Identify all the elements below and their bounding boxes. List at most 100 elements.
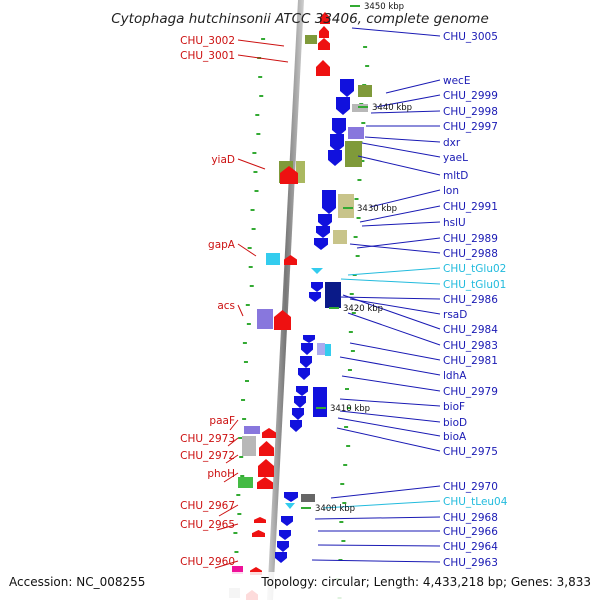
gene-label-reverse: CHU_2975: [443, 446, 498, 458]
forward-gene-arrow: [316, 60, 330, 76]
gene-label-reverse: ldhA: [443, 370, 467, 382]
gene-block: [348, 127, 364, 139]
leader-line: [340, 278, 441, 285]
gene-label-reverse: hslU: [443, 217, 466, 229]
leader-line: [237, 304, 244, 317]
gene-label-forward: CHU_2973: [180, 433, 235, 445]
reverse-gene-arrow: [290, 420, 302, 432]
leader-line: [317, 544, 441, 547]
gene-label-reverse: CHU_2983: [443, 340, 498, 352]
leader-line: [214, 560, 239, 569]
gene-block: [358, 85, 372, 97]
forward-gene-arrow: [258, 459, 274, 477]
tick-mark: [236, 494, 241, 496]
leader-line: [339, 398, 441, 407]
leader-line: [361, 142, 441, 158]
gene-label-forward: paaF: [209, 415, 235, 427]
reverse-gene-arrow: [298, 368, 310, 380]
leader-line: [370, 110, 441, 114]
gene-label-reverse: CHU_2964: [443, 541, 498, 553]
tick-mark: [245, 380, 249, 382]
tick-mark: [361, 122, 366, 124]
kbp-label: 3410 kbp: [330, 404, 370, 414]
forward-gene-arrow: [259, 441, 274, 456]
gene-block: [244, 426, 260, 434]
gene-label-reverse: bioD: [443, 417, 467, 429]
tick-mark: [347, 369, 352, 371]
leader-line: [225, 454, 239, 464]
reverse-gene-arrow: [332, 118, 346, 136]
tick-mark: [238, 437, 243, 439]
tick-mark: [259, 95, 264, 97]
tick-mark: [346, 445, 351, 447]
leader-line: [339, 410, 441, 423]
kbp-label: 3400 kbp: [315, 504, 355, 514]
forward-gene-arrow: [320, 12, 330, 24]
dot-ticks: [231, 38, 370, 599]
leader-line: [216, 523, 239, 531]
gene-block: [325, 282, 341, 308]
gene-label-forward: CHU_2965: [180, 519, 235, 531]
reverse-gene-arrow: [340, 79, 354, 97]
tick-mark: [258, 76, 263, 78]
gene-label-reverse: CHU_2997: [443, 121, 498, 133]
leader-line: [347, 267, 441, 276]
gene-block: [238, 477, 253, 488]
gene-label-reverse: CHU_2988: [443, 248, 498, 260]
trna-triangle: [311, 268, 323, 274]
label-leader-lines: [214, 27, 441, 569]
gene-label-reverse: dxr: [443, 137, 461, 149]
tick-mark: [241, 399, 246, 401]
leader-line: [347, 312, 441, 346]
tick-mark: [248, 266, 253, 268]
reverse-gene-arrow: [314, 238, 328, 250]
forward-gene-arrow: [318, 38, 330, 50]
tick-mark: [341, 540, 346, 542]
leader-line: [364, 136, 441, 143]
tick-mark: [349, 293, 354, 295]
topology-text: Topology: circular; Length: 4,433,218 bp…: [260, 575, 591, 589]
gene-block: [305, 35, 317, 44]
tick-mark: [357, 179, 362, 181]
forward-gene-arrow: [280, 166, 298, 184]
leader-line: [311, 559, 441, 563]
gene-label-reverse: lon: [443, 185, 459, 197]
tick-mark: [239, 456, 244, 458]
tick-mark: [240, 475, 245, 477]
gene-block: [345, 141, 362, 167]
leader-line: [351, 27, 441, 37]
leader-line: [342, 294, 441, 330]
gene-block: [266, 253, 280, 265]
tick-mark: [247, 247, 252, 249]
gene-label-reverse: CHU_2963: [443, 557, 498, 569]
reverse-gene-arrow: [301, 343, 313, 355]
tick-mark: [246, 323, 251, 325]
tick-mark: [353, 236, 358, 238]
accession-text: Accession: NC_008255: [9, 575, 145, 589]
reverse-gene-arrow: [279, 530, 291, 540]
gene-label-reverse: CHU_3005: [443, 31, 498, 43]
gene-labels: CHU_3002 CHU_3001 yiaD gapA acs paaF CHU_2973 C…: [180, 31, 508, 569]
leader-line: [349, 243, 441, 254]
leader-line: [223, 472, 239, 483]
tick-mark: [253, 171, 258, 173]
forward-gene-arrow: [257, 477, 273, 489]
gene-label-reverse: CHU_2986: [443, 294, 498, 306]
leader-line: [237, 39, 285, 47]
tick-mark: [255, 114, 260, 116]
reverse-gene-arrow: [275, 552, 287, 563]
gene-label-reverse: CHU_2991: [443, 201, 498, 213]
gene-block: [242, 436, 256, 456]
gene-label-reverse: mltD: [443, 170, 468, 182]
genome-backbone: [267, 0, 304, 600]
gene-label-forward: CHU_2972: [180, 450, 235, 462]
tick-mark: [243, 361, 248, 363]
reverse-gene-arrow: [284, 492, 298, 502]
tick-mark: [356, 217, 361, 219]
leader-line: [385, 79, 441, 94]
forward-gene-arrow: [284, 255, 297, 265]
reverse-gene-arrow: [318, 214, 332, 228]
leader-line: [237, 54, 289, 63]
tick-mark: [350, 350, 355, 352]
gene-label-reverse: rsaD: [443, 309, 467, 321]
